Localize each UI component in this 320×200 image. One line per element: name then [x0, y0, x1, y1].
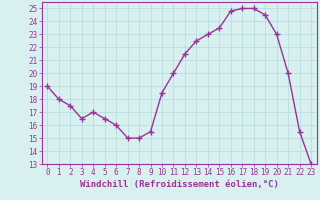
X-axis label: Windchill (Refroidissement éolien,°C): Windchill (Refroidissement éolien,°C)	[80, 180, 279, 189]
